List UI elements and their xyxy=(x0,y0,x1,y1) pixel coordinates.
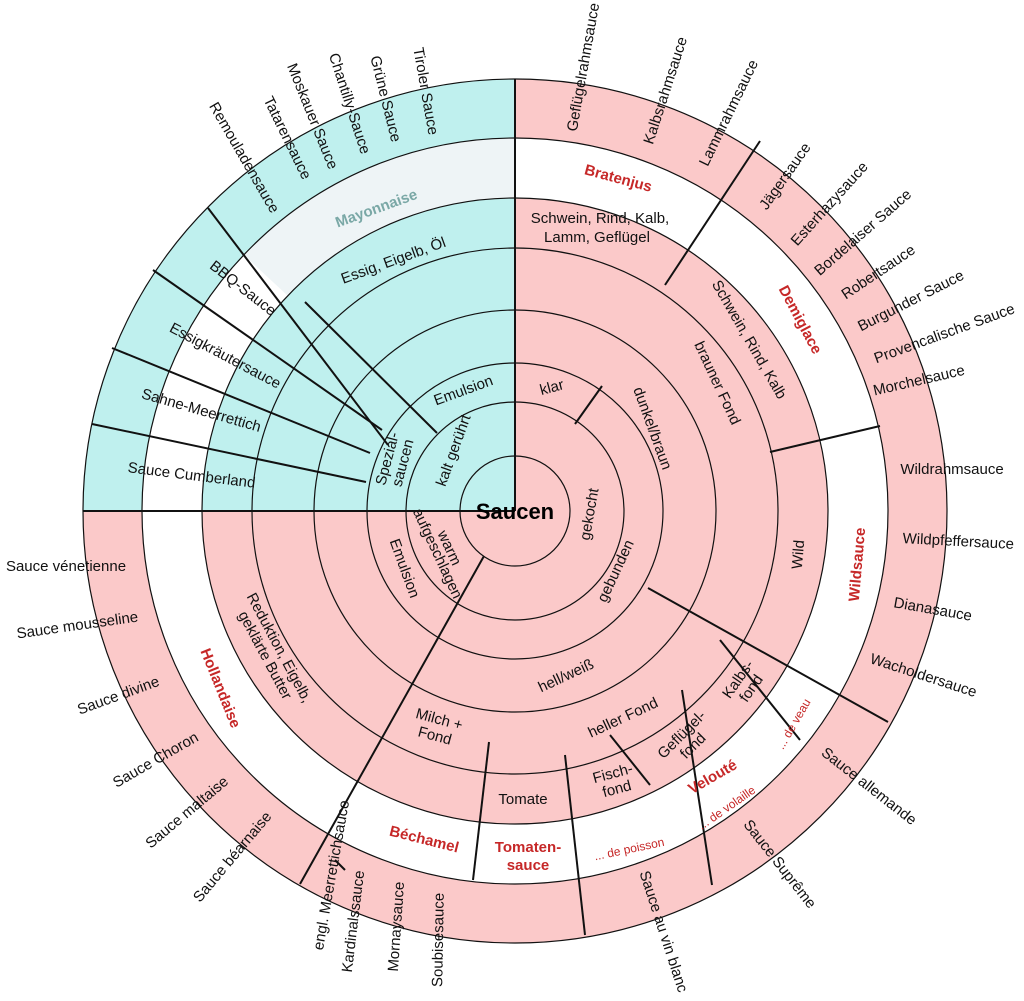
label-fischfond: Fisch-fond xyxy=(591,760,639,802)
label-tomate: Tomate xyxy=(498,791,547,808)
center-title: Saucen xyxy=(476,499,554,524)
sauce-venetienne: Sauce vénetienne xyxy=(6,558,126,575)
sauce-wildpfeffer: Wildpfeffersauce xyxy=(902,530,1014,553)
label-klar: klar xyxy=(538,376,566,399)
sauce-wildrahm: Wildrahmsauce xyxy=(900,461,1003,478)
center-cold-quarter xyxy=(461,457,515,511)
category-tomatensauce: Tomaten-sauce xyxy=(495,839,561,874)
sauce-mornay: Mornaysauce xyxy=(385,881,408,972)
label-schwein-rind-kalb-lamm: Schwein, Rind, Kalb, Lamm, Geflügel xyxy=(531,210,669,246)
category-wildsauce: Wildsauce xyxy=(846,527,869,602)
label-wild: Wild xyxy=(789,539,808,570)
sauce-soubise: Soubisesauce xyxy=(429,893,448,988)
mayonnaise-band xyxy=(244,138,515,296)
label-milch-fond: Milch +Fond xyxy=(409,705,464,750)
